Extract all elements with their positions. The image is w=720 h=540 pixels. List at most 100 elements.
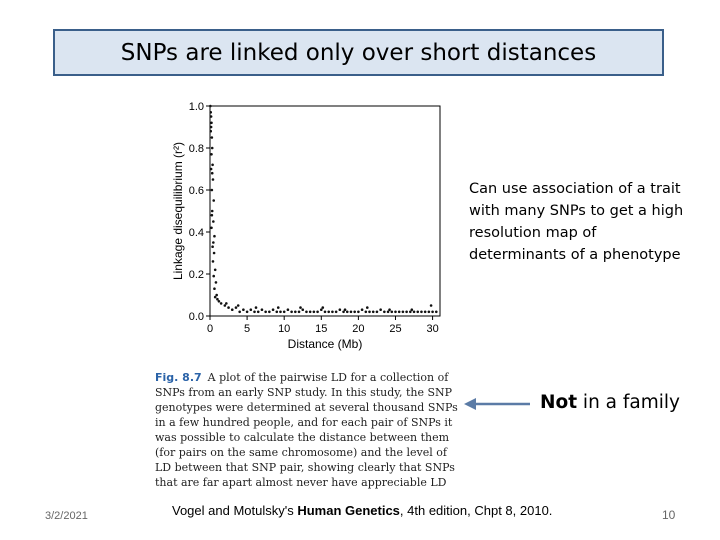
data-point xyxy=(429,304,433,307)
data-point xyxy=(268,310,271,314)
data-point xyxy=(371,310,375,314)
data-point xyxy=(238,310,241,314)
x-tick-label: 5 xyxy=(244,323,250,335)
x-tick-label: 30 xyxy=(426,323,438,335)
y-tick-label: 0.2 xyxy=(189,269,204,281)
data-point xyxy=(211,260,215,263)
data-point xyxy=(316,310,319,314)
caption-text: A plot of the pairwise LD for a collecti… xyxy=(155,371,458,489)
data-point xyxy=(312,310,316,314)
data-point xyxy=(368,310,371,314)
data-point xyxy=(375,310,379,314)
y-tick-label: 1.0 xyxy=(189,101,204,113)
data-point xyxy=(211,163,214,167)
data-point xyxy=(423,310,427,314)
data-point xyxy=(331,310,334,314)
data-point xyxy=(431,310,434,314)
data-point xyxy=(420,310,423,314)
data-point xyxy=(357,310,360,314)
x-tick-label: 20 xyxy=(352,323,364,335)
data-point xyxy=(305,310,308,314)
data-point xyxy=(245,310,249,314)
data-point xyxy=(405,310,408,314)
data-point xyxy=(394,310,397,314)
data-point xyxy=(223,304,227,307)
data-point xyxy=(209,129,213,133)
data-point xyxy=(353,310,356,314)
data-point xyxy=(212,274,216,278)
figure-caption: Fig. 8.7 A plot of the pairwise LD for a … xyxy=(155,370,465,490)
data-point xyxy=(213,268,217,272)
data-point xyxy=(279,310,282,314)
y-axis-label: Linkage disequilibrium (r²) xyxy=(171,142,185,280)
data-point xyxy=(253,310,256,314)
data-point xyxy=(343,308,347,311)
data-point xyxy=(215,293,218,297)
data-point xyxy=(260,308,264,311)
data-point xyxy=(210,136,214,139)
data-point xyxy=(209,104,212,108)
data-point xyxy=(290,310,293,314)
data-point xyxy=(210,146,214,150)
data-point xyxy=(416,310,420,314)
data-point xyxy=(308,310,312,314)
citation-pre: Vogel and Motulsky's xyxy=(172,503,298,518)
data-point xyxy=(286,308,290,311)
y-tick-label: 0.8 xyxy=(189,143,204,155)
data-point xyxy=(219,302,223,305)
data-point xyxy=(319,308,323,311)
data-point xyxy=(294,310,297,314)
data-point xyxy=(212,241,215,244)
data-point xyxy=(383,310,386,314)
data-point xyxy=(379,308,382,311)
data-point xyxy=(236,304,240,307)
not-bold-text: Not xyxy=(540,392,578,413)
data-point xyxy=(211,178,215,181)
data-point xyxy=(386,310,390,314)
data-point xyxy=(242,308,245,311)
left-arrow-icon xyxy=(464,398,530,410)
data-point xyxy=(390,310,394,314)
x-axis-label: Distance (Mb) xyxy=(288,337,363,351)
data-point xyxy=(212,199,216,202)
data-point xyxy=(209,115,213,118)
data-point xyxy=(434,310,438,314)
not-in-family-label: Not in a family xyxy=(540,392,680,413)
data-point xyxy=(210,209,214,213)
data-point xyxy=(271,308,275,311)
x-tick-label: 15 xyxy=(315,323,327,335)
data-point xyxy=(216,297,219,301)
page-number: 10 xyxy=(662,508,676,522)
data-point xyxy=(211,245,214,248)
ld-scatter-chart: 0 5 10 15 20 25 30 0.0 0.2 0.4 0.6 0.8 1.0 Distance (… xyxy=(171,101,441,351)
data-point xyxy=(349,310,353,314)
x-tick-label: 0 xyxy=(207,323,213,335)
data-point xyxy=(214,281,218,284)
slide-title: SNPs are linked only over short distance… xyxy=(53,29,664,76)
data-point xyxy=(234,306,238,309)
y-tick-label: 0.4 xyxy=(189,227,204,239)
caption-fig-label: Fig. 8.7 xyxy=(155,371,202,384)
x-tick-label: 10 xyxy=(278,323,290,335)
data-point xyxy=(345,310,349,314)
data-point xyxy=(338,308,342,311)
data-point xyxy=(427,310,431,314)
data-point xyxy=(282,310,286,314)
data-point xyxy=(327,310,331,314)
y-tick-label: 0.6 xyxy=(189,185,204,197)
data-point xyxy=(212,220,215,223)
y-tick-label: 0.0 xyxy=(189,311,204,323)
data-point xyxy=(321,306,325,309)
data-point xyxy=(230,308,234,311)
data-point xyxy=(209,167,213,171)
not-rest-text: in a family xyxy=(577,392,680,413)
data-point xyxy=(301,308,305,311)
data-point xyxy=(412,310,416,314)
data-point xyxy=(210,171,214,175)
data-point xyxy=(210,121,213,125)
data-point xyxy=(364,310,368,314)
data-point xyxy=(213,295,217,299)
data-point xyxy=(212,251,216,255)
data-point xyxy=(256,310,260,314)
data-point xyxy=(210,188,214,192)
